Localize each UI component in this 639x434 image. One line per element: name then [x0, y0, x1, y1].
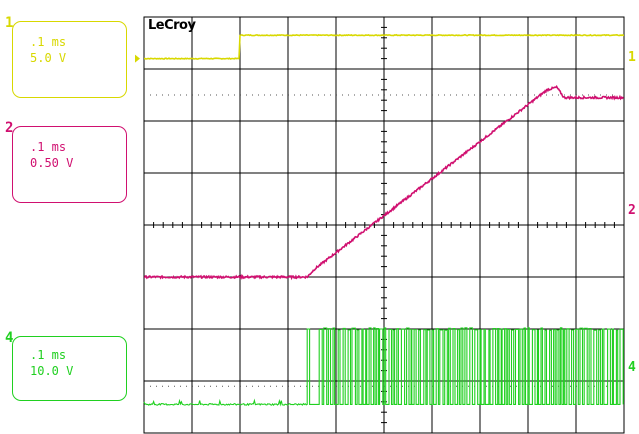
channel-2-trace — [143, 84, 624, 281]
channel-4-scale: 10.0 V — [30, 364, 74, 378]
channel-1-scale: 5.0 V — [30, 51, 67, 65]
channel-2-label: 2 — [5, 120, 14, 136]
channel-1-ground-marker — [135, 54, 140, 63]
channel-1-trace — [144, 33, 624, 60]
channel-2-info-box[interactable]: .1 ms 0.50 V — [12, 126, 127, 203]
channel-4-info-box[interactable]: .1 ms 10.0 V — [12, 336, 127, 401]
channel-1-right-marker: 1 — [628, 50, 636, 65]
channel-2-scale: 0.50 V — [30, 156, 74, 170]
channel-2-timebase: .1 ms — [30, 140, 67, 154]
channel-1-label: 1 — [5, 15, 14, 31]
channel-4-trace — [143, 327, 624, 407]
channel-2-right-marker: 2 — [628, 203, 636, 218]
channel-1-info-box[interactable]: .1 ms 5.0 V — [12, 21, 127, 98]
brand-logo: LeCroy — [148, 18, 196, 33]
channel-4-right-marker: 4 — [628, 360, 636, 375]
channel-4-label: 4 — [5, 330, 14, 346]
channel-4-timebase: .1 ms — [30, 348, 67, 362]
channel-1-timebase: .1 ms — [30, 35, 67, 49]
